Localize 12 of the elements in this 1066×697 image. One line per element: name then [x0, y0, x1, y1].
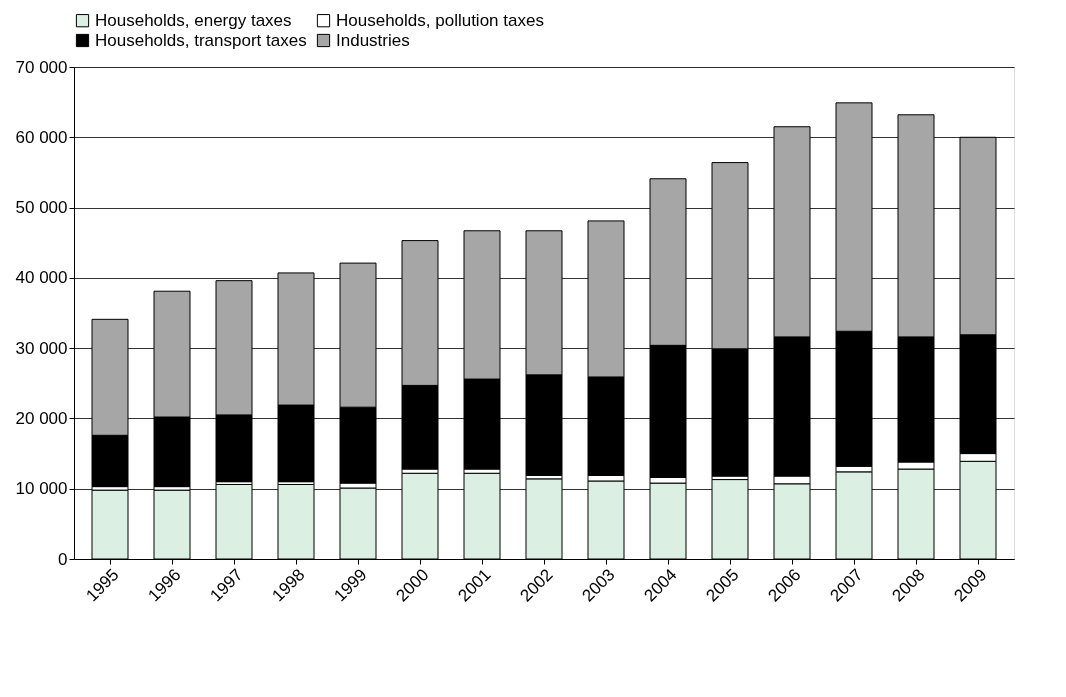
y-tick-label: 30 000 [15, 338, 68, 358]
legend-label: Households, transport taxes [95, 30, 307, 50]
y-tick-label: 40 000 [15, 268, 68, 288]
legend-label: Households, pollution taxes [336, 10, 544, 30]
y-tick-label: 70 000 [15, 57, 68, 77]
y-tick-label: 10 000 [15, 479, 68, 499]
y-tick-label: 60 000 [15, 127, 68, 147]
y-tick-label: 20 000 [15, 408, 68, 428]
legend-label: Households, energy taxes [95, 10, 292, 30]
y-tick-label: 50 000 [15, 198, 68, 218]
legend-label: Industries [336, 30, 410, 50]
y-tick-label: 0 [58, 549, 68, 569]
